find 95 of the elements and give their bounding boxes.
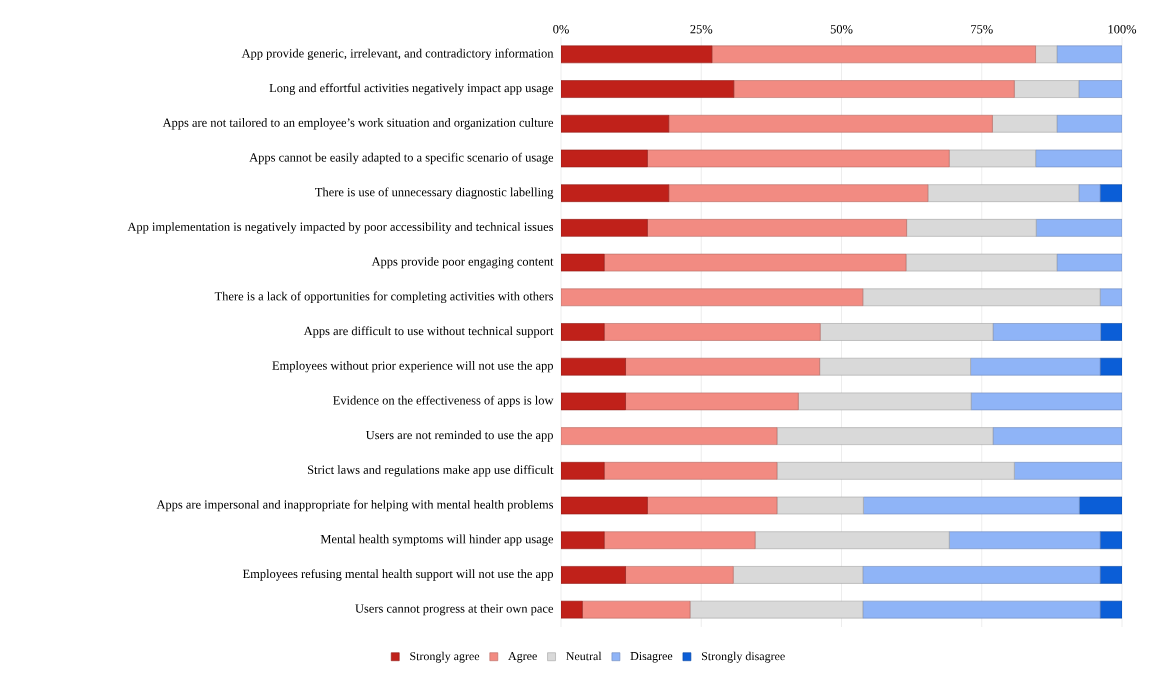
bar xyxy=(603,323,821,341)
bar xyxy=(754,531,950,550)
y-tick-label: Users cannot progress at their own pace xyxy=(355,603,554,616)
bar xyxy=(819,323,994,341)
bar xyxy=(1099,566,1123,584)
y-tick-label: There is a lack of opportunities for completing activities with others xyxy=(214,291,554,304)
x-tick-label: 100% xyxy=(1108,25,1137,34)
bar xyxy=(1099,531,1123,550)
bar xyxy=(561,184,670,202)
bar xyxy=(561,219,648,237)
y-tick-label: Strict laws and regulations make app use difficult xyxy=(307,465,554,477)
bar xyxy=(647,219,907,237)
y-tick-label: App implementation is negatively impacted by poor accessibility and technical issues xyxy=(127,222,554,234)
bar xyxy=(1035,45,1058,64)
y-tick-label: App provide generic, irrelevant, and contradictory information xyxy=(241,48,554,61)
bar xyxy=(1035,149,1123,168)
y-tick-label: There is use of unnecessary diagnostic labelling xyxy=(315,187,554,199)
bar xyxy=(603,462,778,480)
x-tick-label: 25% xyxy=(690,25,713,34)
bar xyxy=(733,80,1015,98)
y-tick-label: Apps are not tailored to an employee’s work situation and organization culture xyxy=(162,118,554,130)
bar xyxy=(948,149,1036,168)
bar xyxy=(561,427,778,445)
bar xyxy=(1056,114,1123,133)
bar xyxy=(625,392,799,411)
y-tick-label: Employees without prior experience will not use the app xyxy=(272,361,554,373)
bar xyxy=(970,392,1123,411)
bar xyxy=(798,392,972,411)
bar xyxy=(862,288,1101,307)
bar xyxy=(992,114,1058,133)
bar xyxy=(689,600,864,619)
bar xyxy=(862,566,1101,584)
bar xyxy=(1078,80,1123,98)
x-tick-label: 50% xyxy=(830,25,853,34)
bar xyxy=(1099,357,1123,376)
bar xyxy=(927,184,1080,202)
y-tick-label: Mental health symptoms will hinder app usage xyxy=(320,534,554,546)
bar xyxy=(561,80,735,98)
bar xyxy=(1099,288,1123,307)
bar xyxy=(948,531,1101,550)
bar xyxy=(647,149,950,168)
bar xyxy=(561,531,605,550)
bar xyxy=(970,357,1101,376)
bar xyxy=(668,114,993,133)
bar xyxy=(732,566,864,584)
bar xyxy=(992,427,1123,445)
y-tick-label: Apps cannot be easily adapted to a specific scenario of usage xyxy=(249,152,554,165)
y-tick-label: Evidence on the effectiveness of apps is low xyxy=(333,395,554,408)
bar xyxy=(561,462,605,480)
bar xyxy=(1014,462,1123,480)
bar xyxy=(1079,496,1123,515)
bar xyxy=(776,427,994,445)
bar xyxy=(647,496,778,515)
bar xyxy=(561,45,713,64)
bar xyxy=(1014,80,1080,98)
legend-label: Strongly agree xyxy=(410,651,480,663)
bar xyxy=(862,600,1101,619)
y-tick-label: Apps are difficult to use without technical support xyxy=(303,326,554,338)
bar xyxy=(603,253,907,272)
bar xyxy=(711,45,1036,64)
bar xyxy=(625,357,820,376)
bar xyxy=(906,219,1037,237)
y-tick-label: Employees refusing mental health support will not use the app xyxy=(242,569,554,581)
bar xyxy=(582,600,691,619)
legend-label: Agree xyxy=(508,652,537,663)
bar xyxy=(776,462,1015,480)
x-tick-label: 0% xyxy=(553,25,569,34)
legend-label: Disagree xyxy=(630,652,673,663)
bar xyxy=(1056,253,1123,272)
y-tick-label: Apps are impersonal and inappropriate for helping with mental health problems xyxy=(156,499,554,512)
bar xyxy=(561,288,864,307)
bar xyxy=(561,323,605,341)
bar xyxy=(668,184,929,202)
bar xyxy=(561,357,626,376)
y-tick-label: Users are not reminded to use the app xyxy=(365,430,553,442)
bar xyxy=(819,357,971,376)
legend-label: Neutral xyxy=(566,651,602,661)
bar xyxy=(603,531,756,550)
legend-label: Strongly disagree xyxy=(701,651,785,663)
bar xyxy=(1099,600,1123,619)
bar xyxy=(905,253,1058,272)
bar xyxy=(992,323,1101,341)
bar xyxy=(863,496,1080,515)
bar xyxy=(1099,184,1123,202)
y-tick-label: Long and effortful activities negatively impact app usage xyxy=(269,83,554,95)
y-tick-label: Apps provide poor engaging content xyxy=(371,256,554,269)
bar xyxy=(625,566,734,584)
bar xyxy=(1078,184,1101,202)
bar xyxy=(1100,323,1123,341)
bar xyxy=(1056,45,1123,64)
bar xyxy=(561,566,626,584)
bar xyxy=(776,496,864,515)
x-tick-label: 75% xyxy=(971,25,993,34)
bar xyxy=(1035,219,1123,237)
bar xyxy=(561,114,670,133)
